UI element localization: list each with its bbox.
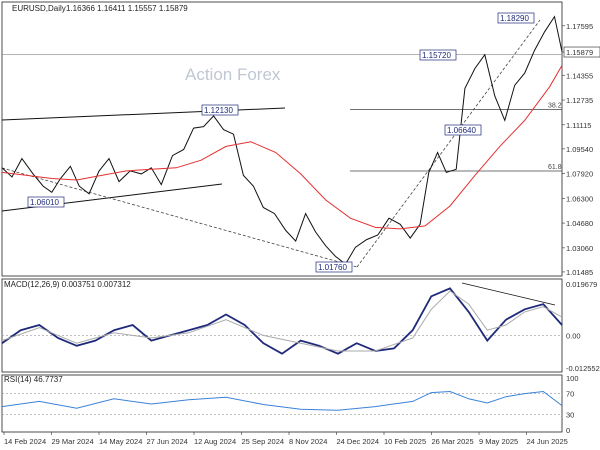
rsi-axis-label: 0 [566, 426, 570, 435]
macd-series-0-line [1, 287, 563, 355]
time-axis-label: 27 Jun 2024 [147, 437, 188, 446]
price-axis-label: 1.17595 [566, 22, 593, 31]
rsi-series-0-line [1, 390, 563, 411]
price-axis-label: 1.07920 [566, 170, 593, 179]
ohlc-header: 1.16366 1.16411 1.15557 1.15879 [66, 4, 188, 13]
rsi-header: RSI(14) 46.7737 [4, 375, 63, 384]
fib-level-label: 38.2 [548, 103, 562, 110]
price-annotation-box [444, 124, 482, 136]
macd-axis-label: 0.00 [566, 331, 581, 340]
price-axis-label: 1.09540 [566, 145, 593, 154]
price-axis-label: 1.14355 [566, 71, 593, 80]
dashed-support-line [1, 167, 358, 268]
price-axis-label: 1.15879 [566, 48, 593, 57]
time-axis-label: 24 Dec 2024 [337, 437, 380, 446]
time-axis-label: 8 Nov 2024 [289, 437, 327, 446]
symbol-header: EURUSD,Daily [12, 4, 66, 13]
price-annotation-box [201, 104, 239, 116]
price-series-0-line [1, 15, 563, 265]
price-series-1-line [1, 65, 563, 230]
price-axis-label: 1.03060 [566, 244, 593, 253]
price-annotation-box [419, 49, 457, 61]
watermark: Action Forex [185, 65, 281, 84]
price-panel-frame [1, 1, 563, 277]
macd-panel-frame [1, 278, 563, 373]
macd-divergence-line [461, 282, 556, 306]
dashed-fib-line [356, 19, 541, 268]
time-axis-label: 25 Sep 2024 [242, 437, 285, 446]
macd-series-1-line [1, 290, 563, 352]
price-annotation-label: 1.06010 [30, 198, 59, 207]
price-annotation-label: 1.12130 [204, 106, 233, 115]
time-axis-label: 29 Mar 2024 [52, 437, 94, 446]
price-axis-label: 1.01485 [566, 268, 593, 277]
time-axis-label: 26 Mar 2025 [432, 437, 474, 446]
time-axis-label: 12 Aug 2024 [194, 437, 236, 446]
rsi-panel-frame [1, 374, 563, 433]
price-annotation-box [27, 196, 65, 208]
time-axis-label: 14 Feb 2024 [4, 437, 46, 446]
time-axis-label: 24 Jun 2025 [527, 437, 568, 446]
price-annotation-label: 1.01760 [318, 263, 347, 272]
price-axis-label: 1.06300 [566, 194, 593, 203]
time-axis-label: 9 May 2025 [479, 437, 518, 446]
price-axis-label: 1.11115 [566, 121, 591, 130]
rsi-axis-label: 100 [566, 374, 579, 383]
time-axis-label: 10 Feb 2025 [384, 437, 426, 446]
rsi-axis-label: 70 [566, 390, 574, 399]
price-axis-label: 1.12735 [566, 96, 593, 105]
fib-level-label: 61.8 [548, 164, 562, 171]
time-axis-label: 14 May 2024 [99, 437, 142, 446]
price-annotation-label: 1.06640 [447, 126, 476, 135]
price-axis-label: 1.04680 [566, 219, 593, 228]
price-annotation-box [315, 261, 353, 273]
macd-axis-label: -0.012552 [566, 364, 600, 373]
price-annotation-box [497, 12, 535, 24]
current-price-box [563, 46, 600, 58]
price-annotation-label: 1.15720 [422, 51, 451, 60]
macd-header: MACD(12,26,9) 0.003751 0.007312 [4, 280, 131, 289]
macd-axis-label: 0.019679 [566, 280, 597, 289]
price-annotation-label: 1.18290 [500, 14, 529, 23]
rsi-axis-label: 30 [566, 410, 574, 419]
